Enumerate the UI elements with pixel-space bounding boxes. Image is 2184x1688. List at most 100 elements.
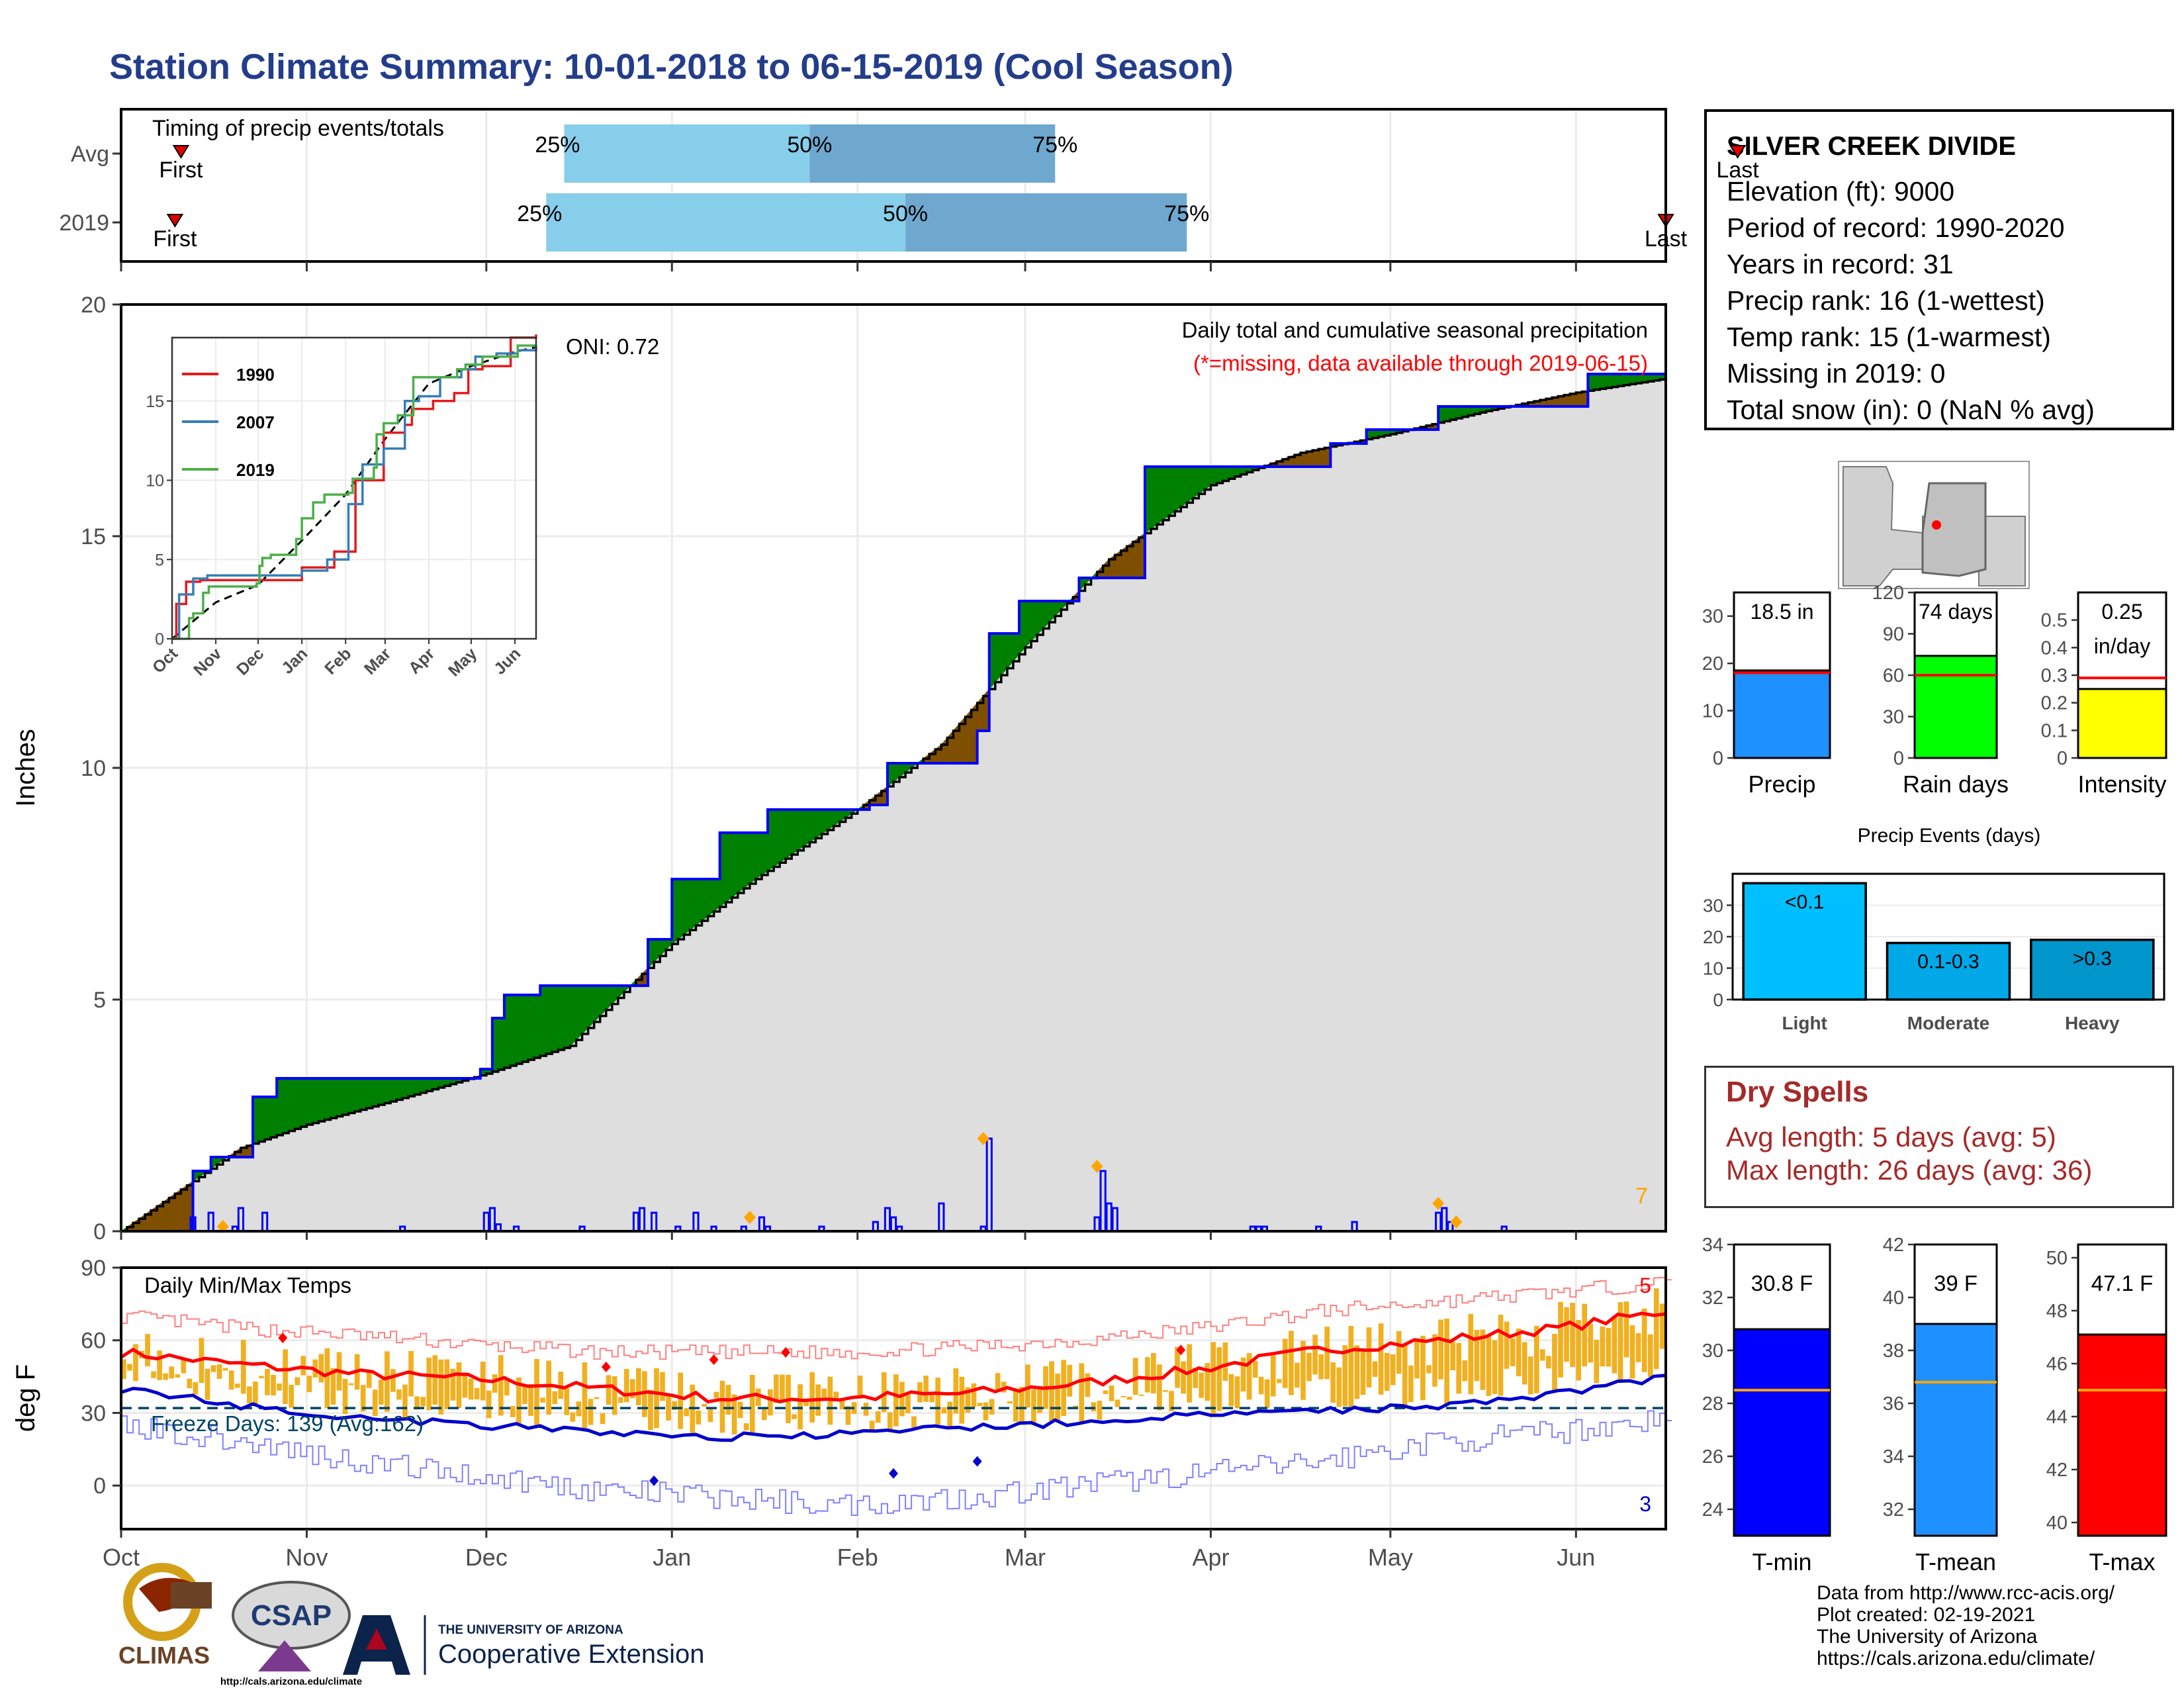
credit-line: Data from http://www.rcc-acis.org/ xyxy=(1817,1582,2115,1604)
daily-temp-bar xyxy=(522,1386,527,1404)
record-low-marker xyxy=(649,1475,659,1486)
daily-temp-bar xyxy=(390,1369,396,1392)
daily-temp-bar xyxy=(594,1397,600,1399)
inset-legend-label: 2007 xyxy=(236,412,275,432)
daily-temp-bar xyxy=(1138,1394,1144,1396)
temp-summary-bar xyxy=(1733,1328,1831,1537)
timing-first-marker xyxy=(166,214,184,228)
station-missing: Missing in 2019: 0 xyxy=(1727,358,1946,389)
daily-temp-bar xyxy=(1246,1353,1252,1400)
daily-temp-bar xyxy=(366,1372,372,1388)
precip-above-avg-area xyxy=(318,1078,326,1122)
daily-temp-bar xyxy=(420,1397,426,1407)
daily-temp-bar xyxy=(821,1388,827,1398)
credit-line: Plot created: 02-19-2021 xyxy=(1817,1604,2036,1626)
daily-temp-bar xyxy=(678,1372,684,1429)
daily-temp-bar xyxy=(1438,1319,1443,1380)
precip-summary-0-bar xyxy=(1733,669,1831,759)
precip-above-avg-area xyxy=(773,809,780,868)
daily-temp-bar xyxy=(1462,1360,1468,1382)
daily-temp-bar xyxy=(157,1350,162,1380)
precip-summary-0-y-tick-label: 10 xyxy=(1702,701,1723,722)
daily-temp-bar xyxy=(983,1402,989,1421)
month-axis-label: Mar xyxy=(1005,1544,1046,1571)
temp-summary-y-tick-label: 40 xyxy=(2046,1513,2068,1534)
daily-temp-bar xyxy=(1498,1315,1504,1396)
precip-subtitle: (*=missing, data available through 2019-… xyxy=(1193,351,1648,375)
daily-temp-bar xyxy=(1132,1358,1138,1395)
daily-temp-bar xyxy=(1600,1326,1606,1367)
precip-above-avg-area xyxy=(749,832,756,885)
station-temp-rank: Temp rank: 15 (1-warmest) xyxy=(1727,322,2051,352)
daily-temp-bar xyxy=(1552,1333,1557,1390)
daily-temp-bar xyxy=(169,1366,175,1379)
ua-logo-bottom-text: Cooperative Extension xyxy=(438,1640,704,1669)
daily-temp-bar xyxy=(755,1388,761,1406)
dry-spells-title: Dry Spells xyxy=(1726,1076,1869,1108)
daily-temp-bar xyxy=(713,1391,719,1399)
events-y-tick-label: 10 xyxy=(1703,959,1723,979)
daily-temp-bar xyxy=(1432,1334,1437,1387)
precip-summary-1-y-tick-label: 30 xyxy=(1883,707,1904,728)
precip-y-axis-label: Inches xyxy=(11,729,40,807)
record-high-marker xyxy=(278,1333,288,1344)
daily-temp-bar xyxy=(193,1382,199,1395)
inset-frame xyxy=(171,336,537,640)
daily-temp-bar xyxy=(450,1368,456,1401)
daily-temp-bar xyxy=(330,1368,336,1405)
daily-temp-bar xyxy=(780,1374,785,1401)
precip-summary-2-y-tick-label: 0 xyxy=(2057,748,2068,769)
daily-temp-bar xyxy=(228,1370,234,1390)
daily-temp-bar xyxy=(845,1406,851,1425)
record-low-marker xyxy=(889,1468,898,1479)
daily-temp-bar xyxy=(1205,1363,1210,1401)
precip-summary-label: Precip xyxy=(1748,771,1815,798)
precip-summary-2-y-tick-label: 0.2 xyxy=(2041,693,2068,714)
daily-temp-bar xyxy=(1199,1372,1205,1398)
record-precip-marker xyxy=(1450,1215,1463,1229)
station-years: Years in record: 31 xyxy=(1727,249,1954,279)
daily-temp-bar xyxy=(1079,1363,1085,1423)
precip-events-title: Precip Events (days) xyxy=(1858,825,2041,847)
daily-temp-bar xyxy=(402,1384,408,1419)
dry-spells-avg: Avg length: 5 days (avg: 5) xyxy=(1726,1121,2056,1152)
daily-temp-bar xyxy=(797,1384,803,1430)
daily-temp-bar xyxy=(324,1348,330,1409)
temp-summary-label: T-mean xyxy=(1915,1548,1996,1575)
precip-above-avg-area xyxy=(366,1078,373,1109)
daily-temp-bar xyxy=(504,1378,510,1396)
daily-temp-bar xyxy=(1181,1361,1186,1394)
timing-last-marker xyxy=(1729,145,1747,159)
precip-above-avg-area xyxy=(1174,466,1181,512)
daily-temp-bar xyxy=(911,1416,917,1428)
daily-temp-bar xyxy=(1420,1335,1426,1401)
daily-temp-bar xyxy=(396,1389,402,1400)
temp-summary-y-tick-label: 38 xyxy=(1883,1340,1904,1362)
daily-temp-bar xyxy=(1031,1389,1036,1424)
daily-temp-bar xyxy=(1109,1385,1115,1401)
daily-temp-bar xyxy=(1588,1323,1594,1363)
daily-temp-bar xyxy=(1037,1388,1042,1413)
daily-temp-bar xyxy=(1115,1399,1120,1407)
daily-temp-bar xyxy=(300,1356,306,1376)
daily-temp-bar xyxy=(935,1378,941,1425)
daily-temp-bar xyxy=(1474,1329,1480,1382)
daily-temp-bar xyxy=(1617,1302,1623,1383)
daily-temp-bar xyxy=(265,1369,270,1395)
daily-temp-bar xyxy=(246,1386,252,1403)
daily-temp-bar xyxy=(971,1383,977,1407)
precip-above-avg-area xyxy=(390,1078,397,1102)
climas-logo-text: CLIMAS xyxy=(118,1642,210,1669)
daily-temp-bar xyxy=(719,1380,725,1433)
temp-summary-value: 39 F xyxy=(1934,1271,1978,1295)
credits: Data from http://www.rcc-acis.org/ Plot … xyxy=(1817,1582,2115,1669)
precip-above-avg-area xyxy=(545,985,553,1055)
daily-temp-bar xyxy=(1216,1347,1222,1411)
precip-summary-1-y-tick-label: 90 xyxy=(1883,624,1904,645)
precip-summary-1-y-tick-label: 60 xyxy=(1883,665,1904,686)
daily-temp-bar xyxy=(648,1389,653,1430)
daily-temp-bar xyxy=(486,1390,492,1419)
precip-above-avg-area xyxy=(516,994,523,1064)
daily-temp-bar xyxy=(696,1410,702,1425)
temp-summary-y-tick-label: 34 xyxy=(1702,1235,1723,1256)
